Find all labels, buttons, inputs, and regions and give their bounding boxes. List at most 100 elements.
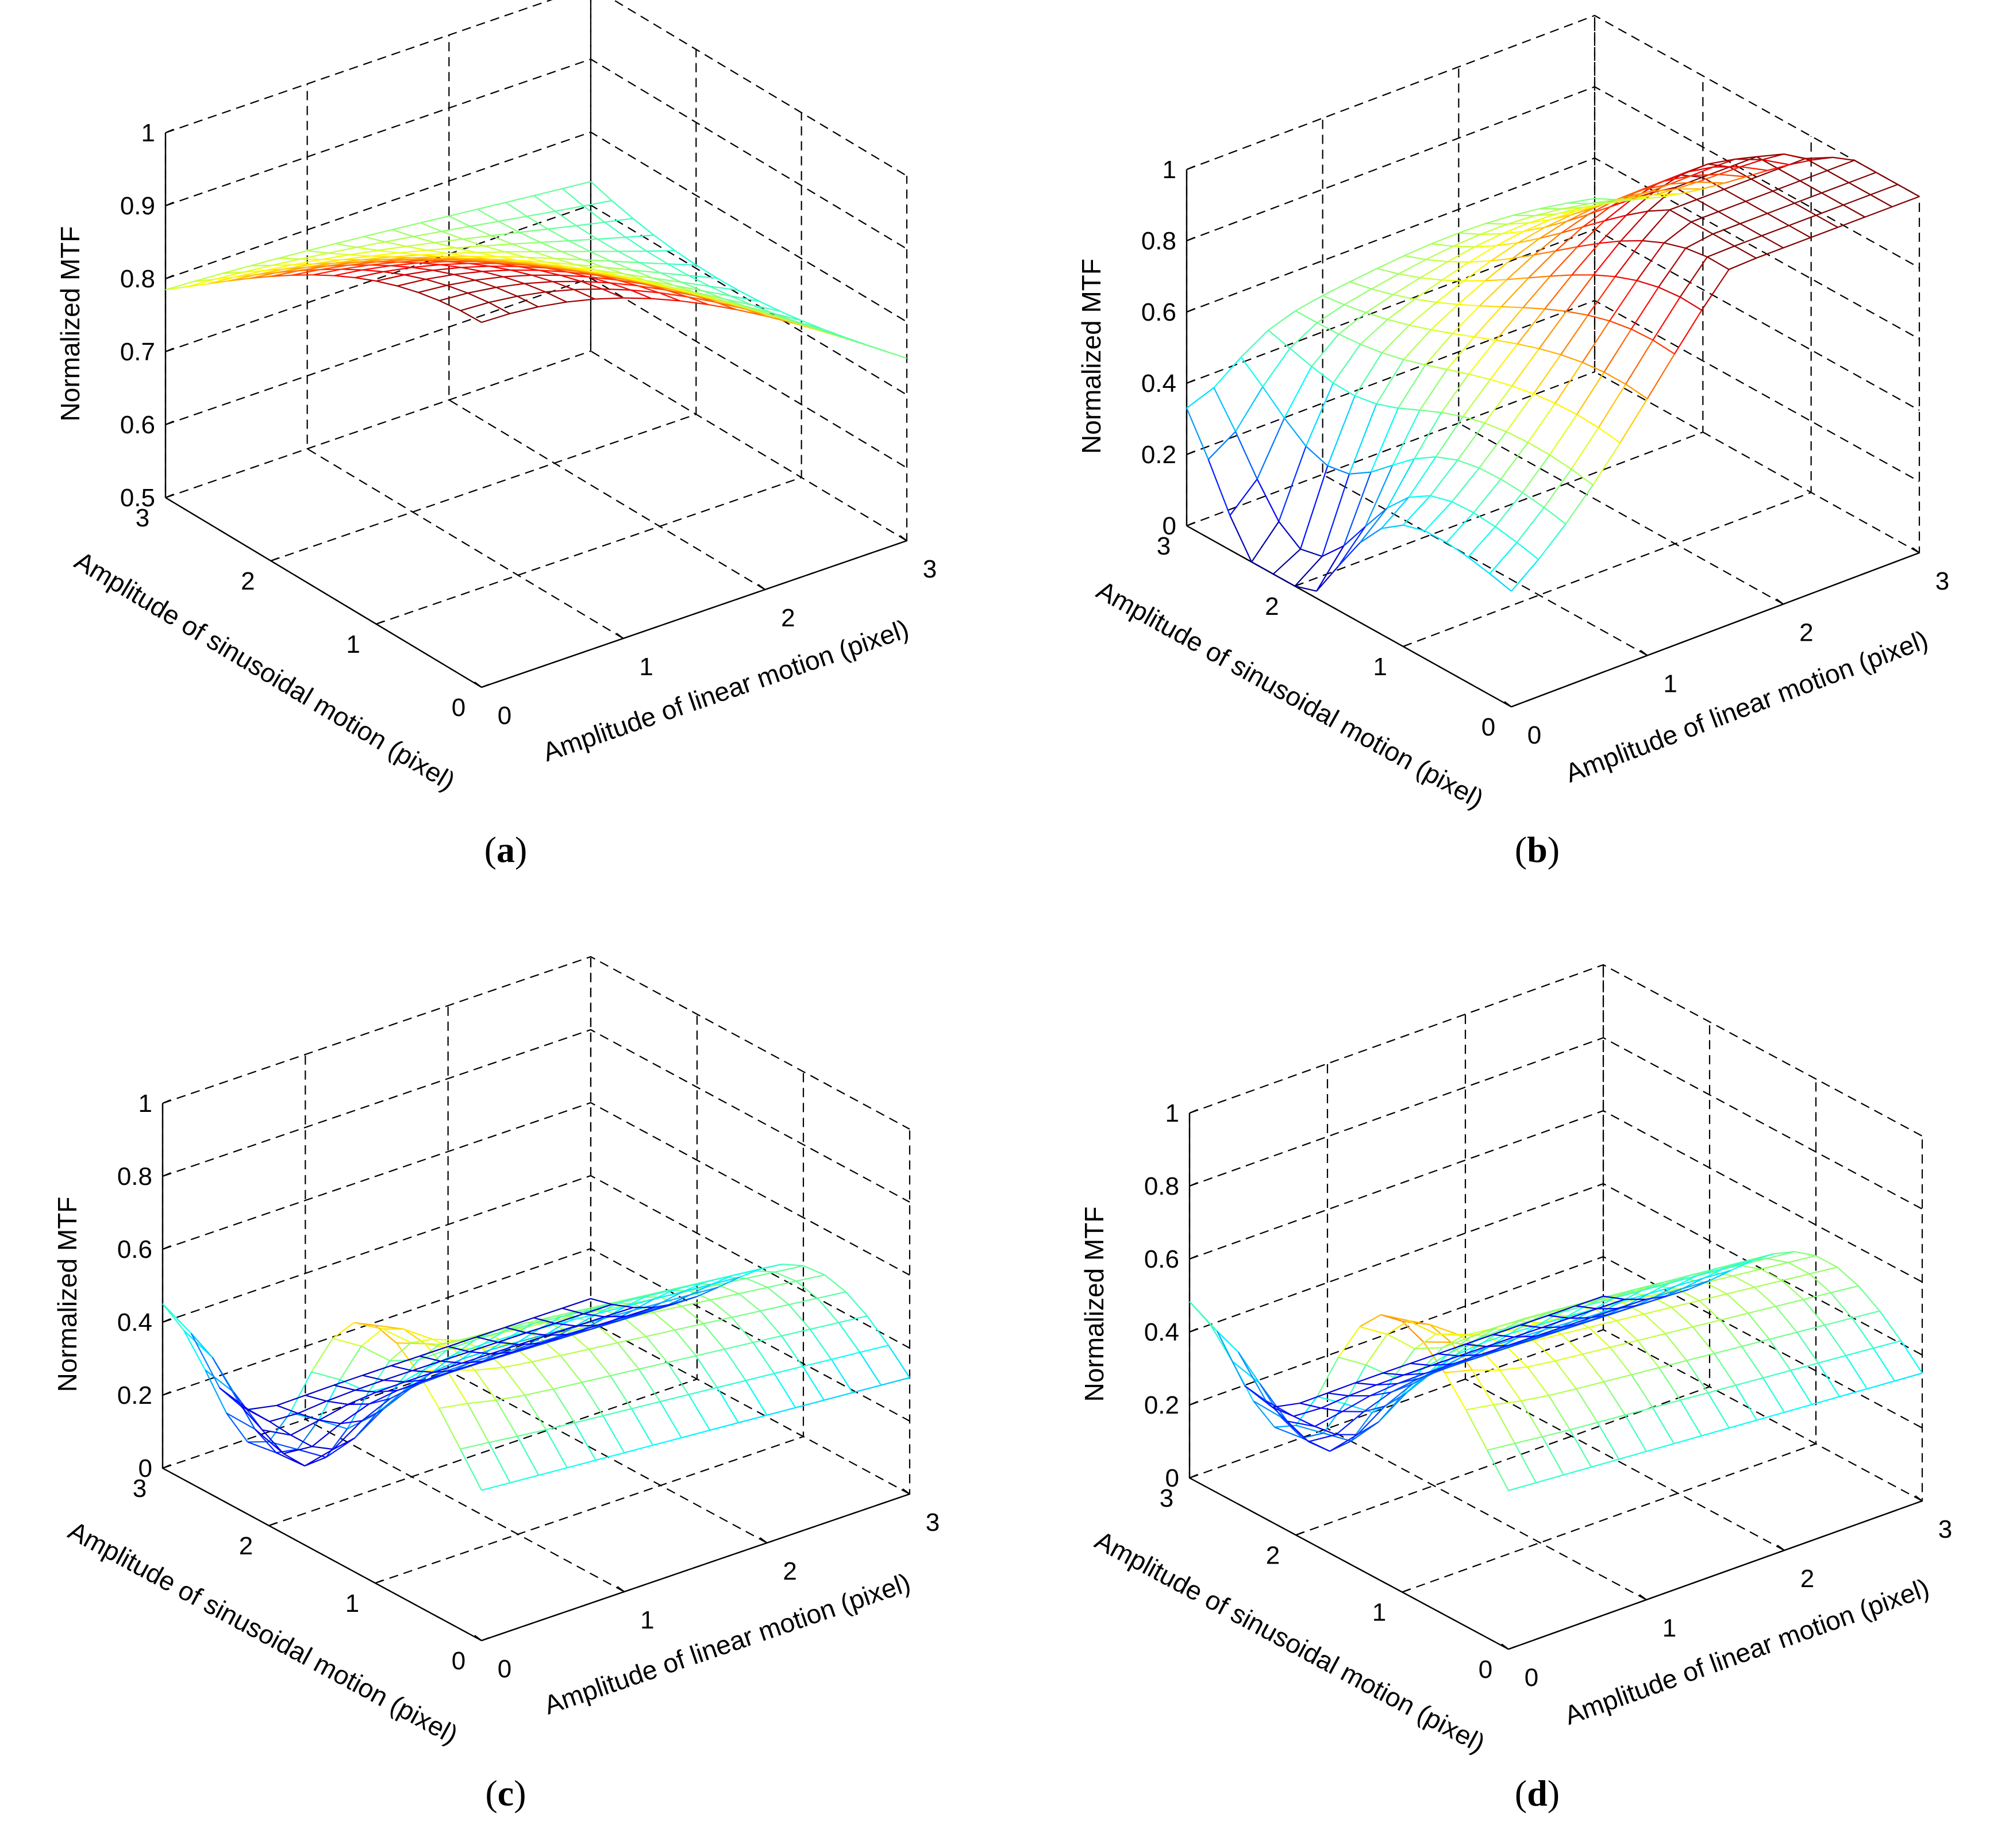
mesh-segment [1803,1292,1831,1300]
mesh-segment [1539,221,1568,239]
mesh-segment [1750,168,1779,180]
mesh-segment [611,260,640,264]
mesh-segment [1639,1295,1668,1306]
mesh-segment [448,252,477,255]
z-gridline [162,956,910,1130]
mesh-segment [1287,1420,1309,1442]
mesh-segment [254,1429,277,1453]
mesh-segment [1707,1384,1736,1393]
mesh-segment [1414,1333,1437,1350]
mesh-segment [667,263,690,276]
mesh-segment [1444,1372,1467,1411]
mesh-segment [1637,1333,1666,1341]
mesh-segment [448,1336,477,1348]
y-tick [375,1579,383,1584]
mesh-segment [630,289,652,299]
mesh-segment [1398,407,1420,411]
mesh-segment [462,238,484,247]
x-tick [760,1537,768,1543]
mesh-segment [1414,456,1436,460]
mesh-segment [1268,310,1296,331]
mesh-segment [1487,1442,1515,1451]
mesh-segment [1692,1326,1715,1354]
mesh-segment [1489,542,1518,574]
mesh-segment [1565,1308,1594,1318]
mesh-segment [1571,468,1594,486]
y-axis-line [162,1467,482,1642]
mesh-segment [604,221,626,238]
z-gridline [165,0,907,176]
y-tick [1403,642,1411,648]
mesh-segment [630,289,659,294]
mesh-segment [1761,235,1784,249]
mesh-segment [1582,1346,1611,1355]
mesh-segment [1837,216,1865,228]
mesh-segment [1669,175,1692,185]
mesh-segment [773,1373,796,1408]
mesh-segment [332,1322,355,1339]
mesh-segment [455,247,477,253]
mesh-segment [1516,507,1545,543]
mesh-segment [1476,1328,1504,1340]
mesh-segment [1824,1325,1846,1356]
mesh-segment [1495,339,1518,345]
mesh-segment [319,1404,348,1421]
mesh-segment [1675,181,1698,190]
mesh-segment [490,1352,512,1355]
mesh-segment [448,215,471,227]
mesh-segment [1430,495,1452,503]
mesh-segment [1626,210,1648,216]
mesh-segment [291,269,321,276]
mesh-segment [1305,383,1334,446]
mesh-segment [1503,1318,1526,1330]
mesh-segment [1648,1285,1676,1295]
surface-mesh [1189,1251,1923,1492]
mesh-segment [795,1280,818,1299]
mesh-segment [364,229,392,237]
mesh-segment [1262,348,1291,387]
mesh-segment [646,1329,675,1337]
mesh-segment [475,276,504,281]
mesh-segment [427,247,456,251]
mesh-segment [1630,287,1659,330]
mesh-segment [1679,256,1708,298]
mesh-segment [1308,1441,1330,1452]
mesh-segment [681,1429,710,1439]
mesh-segment [1435,1333,1464,1337]
mesh-segment [1539,348,1561,356]
mesh-segment [531,1361,554,1389]
mesh-segment [349,249,378,256]
mesh-segment [1739,223,1762,237]
mesh-segment [1707,245,1735,258]
mesh-segment [1592,1297,1615,1310]
mesh-segment [434,238,463,244]
mesh-segment [290,1371,312,1414]
mesh-segment [659,292,688,298]
mesh-segment [1603,1381,1626,1416]
y-tick-label: 1 [346,630,360,659]
mesh-segment [1463,379,1491,417]
mesh-segment [1818,1362,1840,1397]
mesh-segment [576,221,605,226]
mesh-segment [1429,1324,1458,1335]
mesh-segment [519,1342,541,1345]
y-axis-line [1189,1477,1509,1650]
mesh-segment [369,1397,391,1405]
mesh-segment [1845,1348,1874,1357]
mesh-segment [1521,1395,1549,1402]
mesh-segment [731,1316,754,1343]
mesh-segment [1714,1353,1736,1386]
mesh-segment [1229,515,1252,563]
mesh-segment [424,1343,447,1370]
x-gridline [1464,1014,1785,1551]
mesh-segment [276,1449,298,1454]
mesh-segment [1843,194,1871,206]
mesh-segment [1479,305,1502,307]
mesh-segment [1468,556,1490,575]
mesh-segment [746,1271,775,1279]
mesh-segment [1565,274,1594,312]
mesh-segment [1610,1347,1632,1376]
mesh-segment [1376,359,1404,405]
mesh-segment [1272,1407,1294,1417]
x-tick-label: 0 [1527,721,1541,749]
